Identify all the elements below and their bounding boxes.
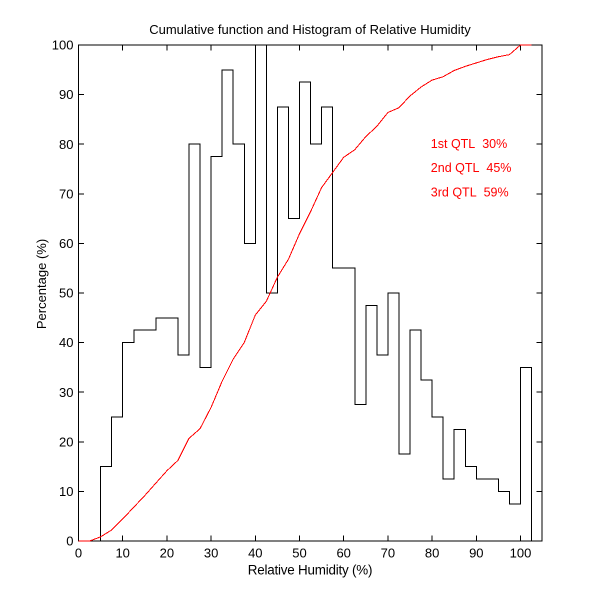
- svg-text:50: 50: [292, 546, 306, 561]
- svg-text:70: 70: [381, 546, 395, 561]
- svg-text:30: 30: [204, 546, 218, 561]
- svg-text:40: 40: [59, 335, 73, 350]
- svg-text:10: 10: [115, 546, 129, 561]
- svg-text:50: 50: [59, 286, 73, 301]
- svg-text:Cumulative function and Histog: Cumulative function and Histogram of Rel…: [149, 22, 471, 37]
- svg-text:3rd QTL 59%: 3rd QTL 59%: [431, 186, 509, 200]
- svg-text:90: 90: [59, 87, 73, 102]
- svg-text:100: 100: [52, 38, 74, 53]
- svg-text:90: 90: [469, 546, 483, 561]
- svg-text:100: 100: [510, 546, 532, 561]
- svg-text:Percentage (%): Percentage (%): [34, 239, 49, 329]
- svg-text:80: 80: [59, 137, 73, 152]
- svg-text:20: 20: [160, 546, 174, 561]
- svg-text:60: 60: [59, 236, 73, 251]
- svg-text:60: 60: [336, 546, 350, 561]
- svg-text:0: 0: [66, 534, 73, 549]
- svg-text:20: 20: [59, 434, 73, 449]
- svg-text:70: 70: [59, 186, 73, 201]
- svg-text:10: 10: [59, 484, 73, 499]
- svg-text:2nd QTL 45%: 2nd QTL 45%: [431, 161, 512, 175]
- svg-text:0: 0: [75, 546, 82, 561]
- svg-text:80: 80: [425, 546, 439, 561]
- svg-text:30: 30: [59, 385, 73, 400]
- svg-text:Relative Humidity (%): Relative Humidity (%): [248, 563, 373, 578]
- svg-text:40: 40: [248, 546, 262, 561]
- svg-text:1st QTL 30%: 1st QTL 30%: [431, 137, 507, 151]
